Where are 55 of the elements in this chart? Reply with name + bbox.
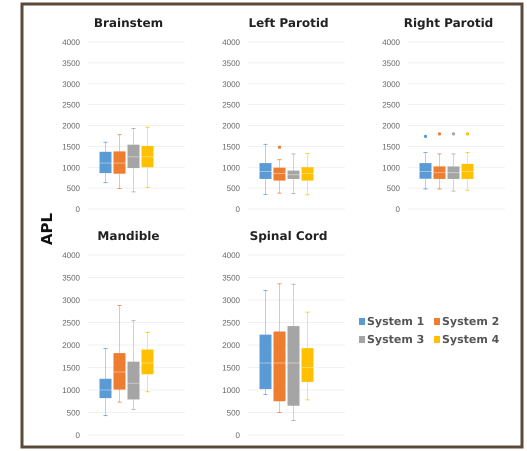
- chart-title: Left Parotid: [248, 16, 329, 30]
- y-tick-label: 3500: [222, 58, 241, 68]
- y-tick-label: 0: [236, 431, 241, 440]
- y-tick-label: 3500: [382, 58, 401, 68]
- y-tick-label: 3000: [222, 296, 241, 305]
- chart-title: Brainstem: [94, 16, 164, 30]
- legend-label: System 4: [442, 333, 500, 346]
- y-tick-label: 3000: [62, 296, 81, 305]
- y-tick-label: 500: [66, 184, 81, 194]
- y-tick-label: 500: [226, 408, 241, 418]
- y-tick-label: 3500: [62, 58, 81, 68]
- y-tick-label: 2000: [222, 341, 241, 350]
- y-tick-label: 2500: [222, 318, 241, 328]
- y-tick-label: 0: [76, 431, 81, 440]
- y-tick-label: 3500: [62, 274, 81, 282]
- y-tick-label: 3000: [382, 80, 401, 89]
- y-tick-label: 1500: [62, 142, 81, 152]
- y-tick-label: 0: [76, 205, 81, 214]
- y-tick-label: 1500: [222, 364, 241, 372]
- y-tick-label: 3500: [222, 274, 241, 282]
- y-tick-label: 500: [226, 184, 241, 194]
- y-tick-label: 2500: [222, 100, 241, 110]
- y-tick-label: 0: [396, 205, 401, 214]
- y-tick-label: 2000: [222, 122, 241, 130]
- legend-label: System 2: [442, 315, 500, 328]
- y-axis-title: APL: [38, 212, 56, 246]
- chart-title: Right Parotid: [404, 16, 494, 30]
- y-tick-label: 4000: [222, 38, 241, 47]
- y-tick-label: 2500: [382, 100, 401, 110]
- y-tick-label: 4000: [222, 251, 241, 260]
- y-tick-label: 500: [386, 184, 401, 194]
- chart-title: Spinal Cord: [250, 229, 328, 243]
- y-tick-label: 3000: [222, 80, 241, 89]
- y-tick-label: 4000: [62, 38, 81, 47]
- y-tick-label: 1000: [222, 163, 241, 172]
- y-tick-label: 1000: [62, 386, 81, 395]
- y-tick-label: 2500: [62, 318, 81, 328]
- y-tick-label: 2000: [62, 122, 81, 130]
- y-tick-label: 1500: [62, 364, 81, 372]
- y-tick-label: 1500: [222, 142, 241, 152]
- y-tick-label: 1000: [222, 386, 241, 395]
- y-tick-label: 1000: [62, 163, 81, 172]
- y-tick-label: 500: [66, 408, 81, 418]
- y-tick-label: 1500: [382, 142, 401, 152]
- y-tick-label: 2000: [62, 341, 81, 350]
- legend-label: System 3: [367, 333, 424, 346]
- y-tick-label: 3000: [62, 80, 81, 89]
- y-tick-label: 4000: [62, 251, 81, 260]
- chart-title: Mandible: [97, 229, 160, 243]
- y-tick-label: 1000: [382, 163, 401, 172]
- y-tick-label: 2000: [382, 122, 401, 130]
- y-tick-label: 4000: [382, 38, 401, 47]
- y-tick-label: 2500: [62, 100, 81, 110]
- legend-label: System 1: [367, 315, 424, 328]
- y-tick-label: 0: [236, 205, 241, 214]
